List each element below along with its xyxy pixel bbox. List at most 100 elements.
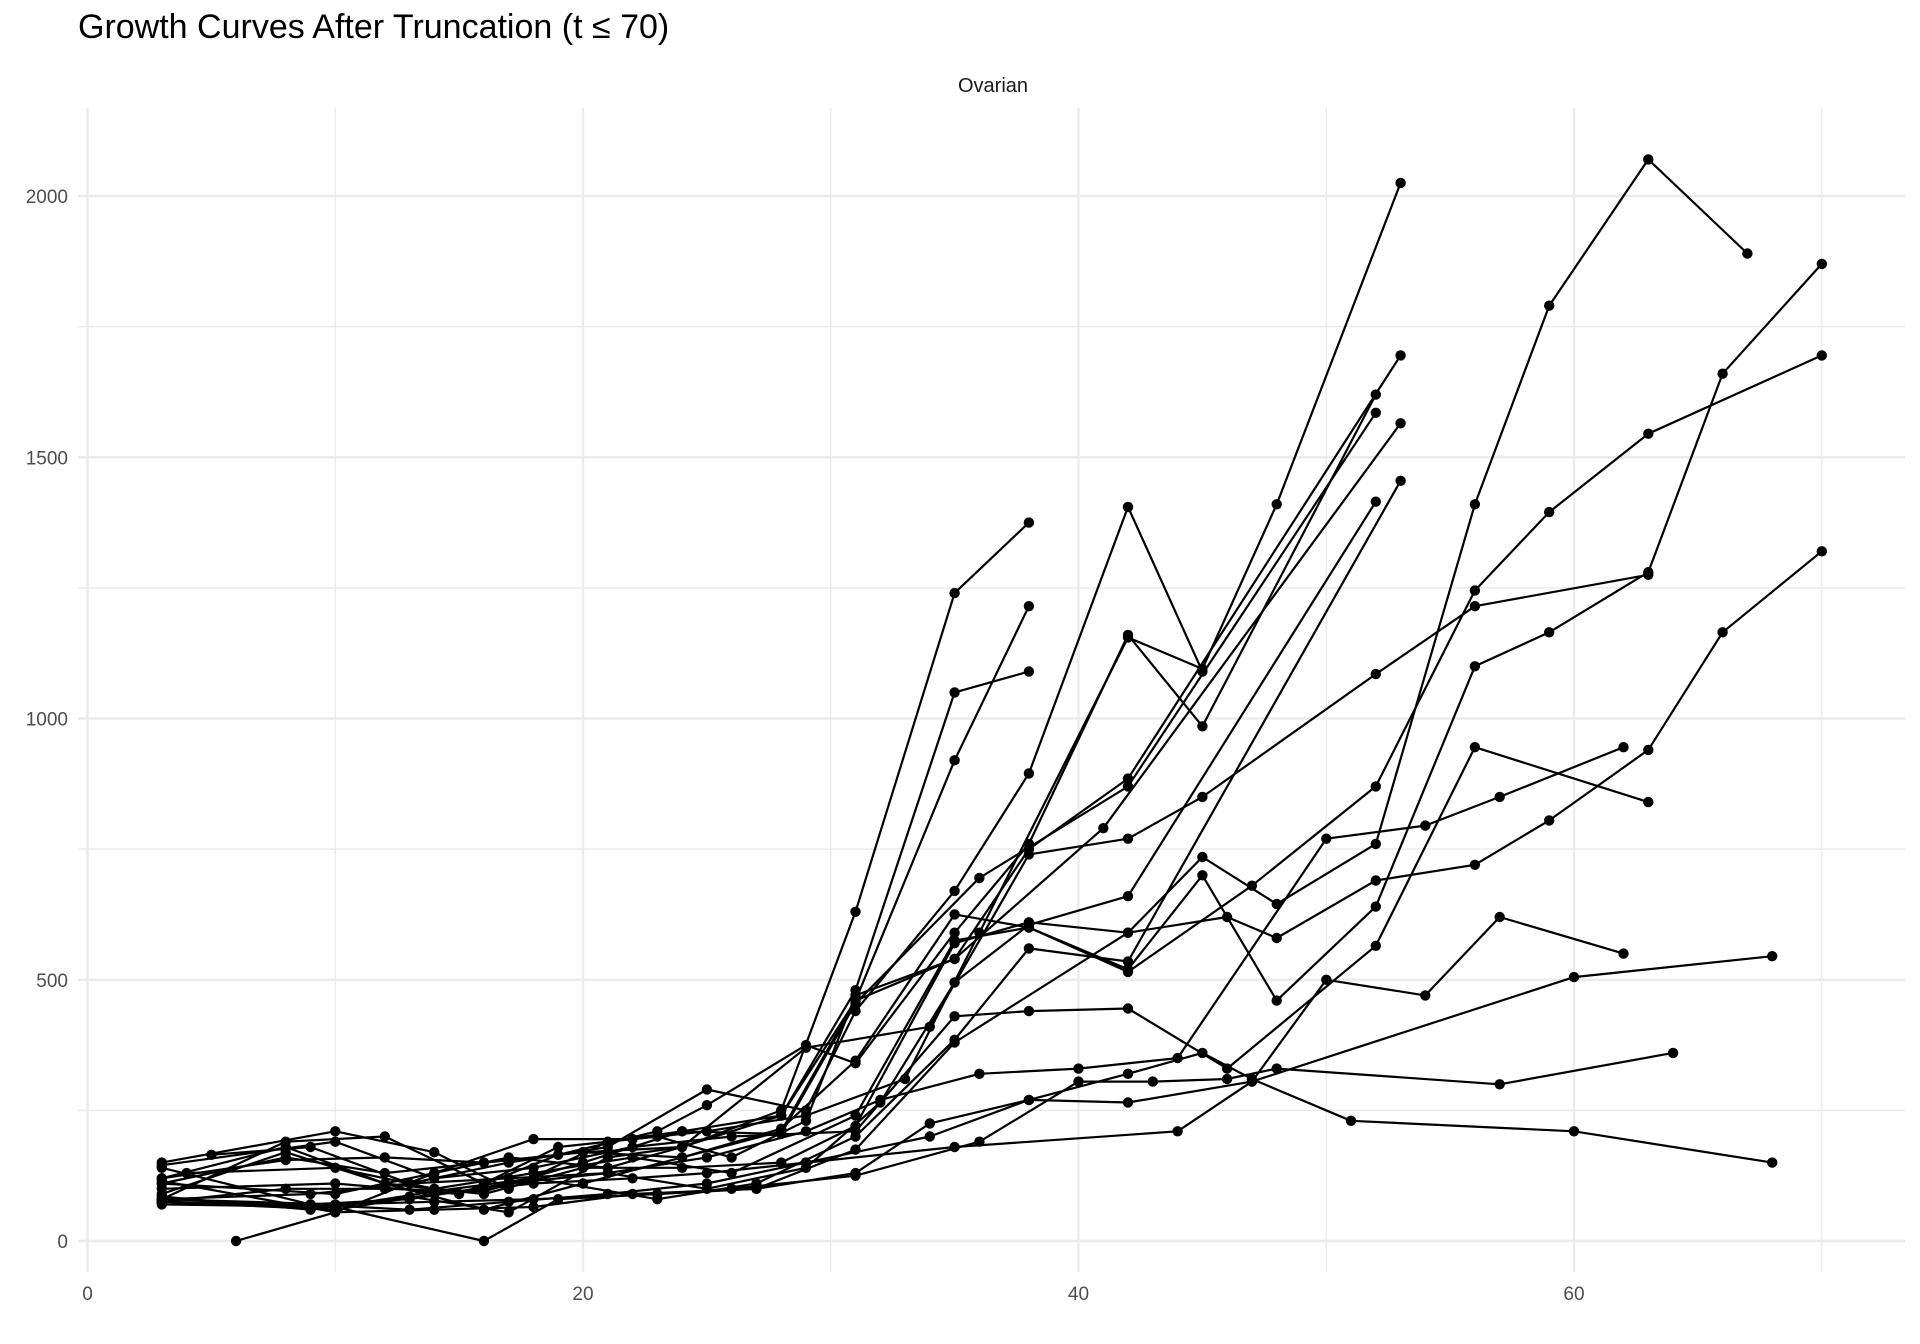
data-point [1469,601,1481,612]
data-point [1023,943,1035,954]
data-point [1643,154,1654,165]
data-point [800,1042,812,1053]
data-point [1122,956,1134,967]
data-point [676,1141,688,1153]
data-point [429,1147,440,1158]
data-point [1494,1079,1505,1090]
data-point [1221,1073,1233,1085]
data-point [1643,428,1654,439]
data-point [1395,350,1406,361]
data-point [949,953,960,965]
y-tick-label: 500 [36,971,68,992]
data-point [627,1188,638,1200]
data-point [1122,1003,1134,1014]
x-tick-label: 0 [82,1284,93,1305]
data-point [478,1204,490,1215]
data-point [1271,499,1282,510]
data-point [949,755,960,766]
data-point [404,1194,415,1205]
data-point [726,1152,737,1163]
data-point [800,1157,812,1168]
data-point [1221,911,1233,923]
data-point [1469,859,1481,870]
data-point [1023,849,1035,860]
data-point [553,1149,564,1161]
data-point [949,885,960,897]
data-point [1618,742,1629,753]
data-point [1122,629,1134,641]
data-point [800,1126,812,1137]
data-point [1370,496,1382,507]
data-point [404,1204,415,1215]
data-point [949,909,960,920]
series-line [161,605,1030,1211]
data-point [1643,569,1654,580]
data-point [1469,661,1481,672]
data-point [280,1136,291,1147]
data-point [1767,1157,1778,1168]
data-point [726,1131,737,1142]
data-point [1122,891,1134,902]
y-axis-tick-labels: 0 500 1000 1500 2000 [26,187,68,1253]
data-point [949,1011,960,1022]
data-point [776,1157,787,1168]
data-point [305,1188,316,1200]
facet-strip-label: Ovarian [958,75,1028,97]
data-point [503,1173,514,1184]
data-point [751,1183,762,1195]
data-point [850,1144,861,1155]
data-point [478,1188,490,1200]
data-point [850,906,861,917]
series-line [161,501,1377,1206]
data-point [330,1162,341,1174]
data-point [305,1141,316,1153]
data-point [1568,1126,1580,1137]
data-point [577,1147,589,1158]
data-point [1246,1076,1258,1087]
data-point [1098,823,1109,834]
data-point [602,1152,613,1163]
data-point [1717,368,1728,379]
series-line [161,670,1030,1190]
data-point [701,1084,713,1095]
data-point [899,1073,911,1085]
data-point [156,1196,167,1208]
data-point [1197,1047,1208,1059]
data-point [701,1178,713,1189]
data-point [1767,951,1778,962]
data-point [850,995,861,1006]
data-point [949,587,960,599]
data-point [850,1005,861,1017]
data-point [676,1126,688,1137]
series-line [161,573,1649,1180]
data-point [974,1068,985,1080]
minor-gridlines [78,108,1905,1272]
data-point [528,1133,539,1145]
series-line [161,1051,1674,1243]
data-point [974,1136,985,1147]
data-point [379,1131,390,1142]
data-point [1147,1076,1159,1087]
data-point [1023,768,1035,779]
data-point [1395,177,1406,189]
data-point [478,1235,490,1247]
data-point [1370,781,1382,792]
data-point [1122,501,1134,513]
data-point [1469,499,1481,510]
data-point [652,1131,663,1142]
data-point [453,1188,465,1200]
series-line [161,394,1377,1196]
data-point [1197,663,1208,675]
data-point [1271,932,1282,944]
data-point [553,1141,564,1153]
data-point [701,1100,713,1111]
data-point [577,1162,589,1174]
data-point [528,1178,539,1189]
data-point [503,1207,514,1218]
series-line [161,746,1624,1201]
data-point [379,1152,390,1163]
data-point [949,1037,960,1048]
data-point [1321,833,1332,844]
data-point [1321,974,1332,985]
x-tick-label: 60 [1563,1284,1584,1305]
